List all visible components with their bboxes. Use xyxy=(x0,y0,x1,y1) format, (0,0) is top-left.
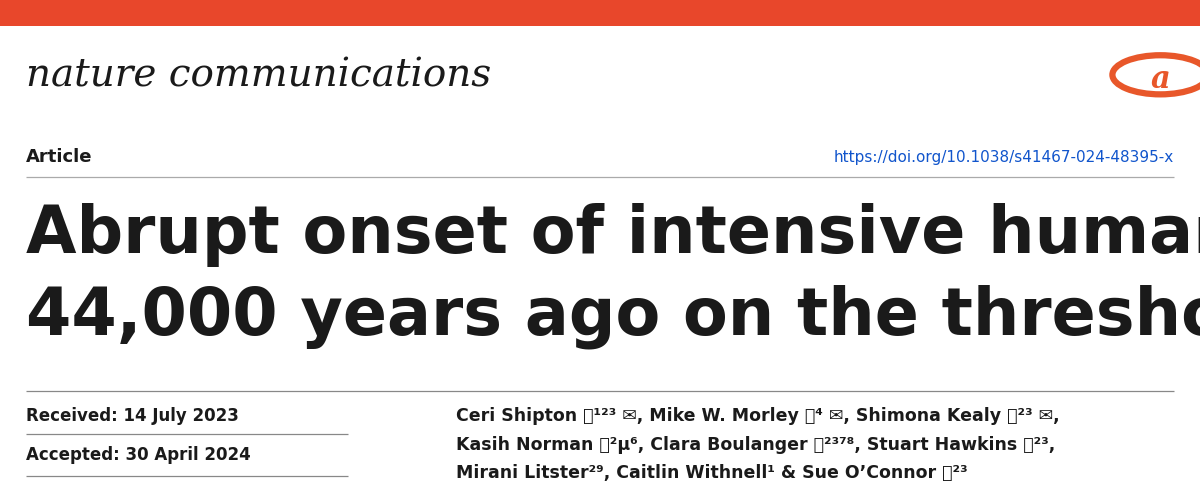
Text: Received: 14 July 2023: Received: 14 July 2023 xyxy=(26,406,239,424)
Text: a: a xyxy=(1151,64,1170,95)
Text: Abrupt onset of intensive human occupation: Abrupt onset of intensive human occupati… xyxy=(26,203,1200,266)
Text: Ceri Shipton ⓘ¹²³ ✉, Mike W. Morley ⓘ⁴ ✉, Shimona Kealy ⓘ²³ ✉,: Ceri Shipton ⓘ¹²³ ✉, Mike W. Morley ⓘ⁴ ✉… xyxy=(456,406,1060,424)
Text: Kasih Norman ⓘ²µ⁶, Clara Boulanger ⓘ²³⁷⁸, Stuart Hawkins ⓘ²³,: Kasih Norman ⓘ²µ⁶, Clara Boulanger ⓘ²³⁷⁸… xyxy=(456,435,1055,453)
Text: 44,000 years ago on the threshold of Sahul: 44,000 years ago on the threshold of Sah… xyxy=(26,284,1200,348)
Text: https://doi.org/10.1038/s41467-024-48395-x: https://doi.org/10.1038/s41467-024-48395… xyxy=(833,150,1174,164)
Text: nature communications: nature communications xyxy=(26,57,492,94)
Text: Mirani Litster²⁹, Caitlin Withnell¹ & Sue O’Connor ⓘ²³: Mirani Litster²⁹, Caitlin Withnell¹ & Su… xyxy=(456,464,967,481)
Text: Accepted: 30 April 2024: Accepted: 30 April 2024 xyxy=(26,445,251,463)
Bar xyxy=(0,0,1200,27)
Text: Article: Article xyxy=(26,148,92,166)
